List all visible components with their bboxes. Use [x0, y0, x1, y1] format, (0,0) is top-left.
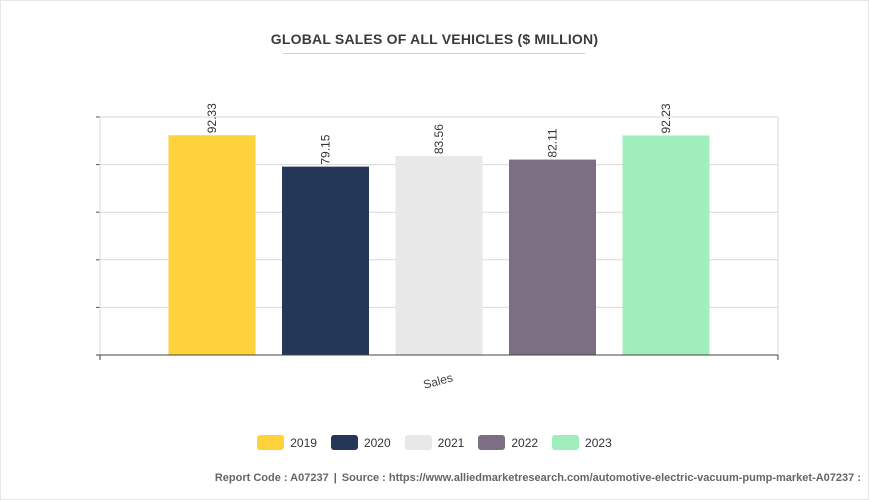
data-label-2021: 83.56: [432, 124, 446, 154]
report-code: Report Code : A07237: [214, 472, 329, 484]
legend-swatch: [478, 435, 506, 450]
legend-item-2022[interactable]: 2022: [478, 435, 538, 450]
chart-title: GLOBAL SALES OF ALL VEHICLES ($ MILLION): [270, 31, 599, 47]
legend-item-2023[interactable]: 2023: [552, 435, 612, 450]
legend-label: 2021: [437, 435, 465, 450]
bars: [168, 135, 710, 355]
bar-2020: [282, 166, 369, 355]
legend: 2019 2020 2021 2022 2023: [0, 435, 869, 450]
legend-swatch: [257, 435, 285, 450]
bar-2023: [622, 135, 710, 355]
legend-label: 2022: [511, 435, 539, 450]
data-label-2023: 92.23: [659, 103, 673, 133]
data-labels: 92.33 79.15 83.56 82.11 92.23: [205, 103, 673, 165]
footer-separator: |: [333, 472, 337, 484]
legend-label: 2020: [363, 435, 391, 450]
legend-label: 2023: [585, 435, 612, 450]
x-category-label: Sales: [422, 370, 455, 391]
data-label-2019: 92.33: [205, 103, 219, 133]
bar-2019: [168, 135, 256, 355]
data-label-2020: 79.15: [319, 134, 333, 164]
legend-label: 2019: [290, 435, 317, 450]
legend-swatch: [330, 435, 358, 450]
legend-item-2019[interactable]: 2019: [257, 435, 317, 450]
legend-item-2020[interactable]: 2020: [330, 435, 391, 450]
data-label-2022: 82.11: [546, 128, 560, 157]
bar-2022: [509, 159, 596, 355]
source-text: Source : https://www.alliedmarketresearc…: [341, 472, 861, 484]
legend-item-2021[interactable]: 2021: [404, 435, 465, 450]
legend-swatch: [552, 435, 580, 450]
bar-2021: [395, 156, 483, 355]
legend-swatch: [404, 435, 432, 450]
footer: Report Code : A07237 | Source : https://ww…: [215, 472, 861, 484]
title-underline: [283, 53, 585, 54]
